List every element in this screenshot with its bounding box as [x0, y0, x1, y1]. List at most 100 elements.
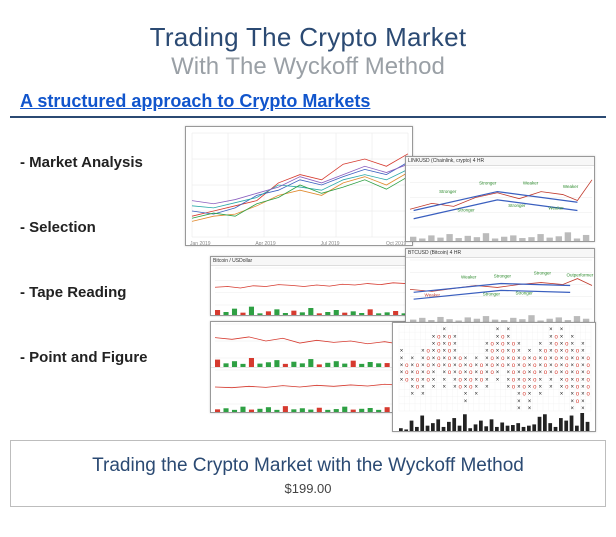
svg-text:×: ×	[485, 385, 489, 391]
svg-text:×: ×	[485, 370, 489, 376]
svg-text:×: ×	[506, 327, 510, 333]
svg-text:×: ×	[570, 356, 574, 362]
svg-text:×: ×	[581, 406, 585, 412]
svg-text:×: ×	[506, 370, 510, 376]
svg-text:×: ×	[400, 349, 404, 355]
svg-text:×: ×	[453, 385, 457, 391]
svg-text:×: ×	[560, 363, 564, 369]
svg-text:×: ×	[442, 327, 446, 333]
svg-text:×: ×	[410, 392, 414, 398]
svg-text:×: ×	[528, 399, 532, 405]
svg-text:Jul 2019: Jul 2019	[321, 241, 340, 246]
svg-text:×: ×	[581, 363, 585, 369]
svg-text:×: ×	[581, 370, 585, 376]
svg-text:×: ×	[506, 356, 510, 362]
svg-text:×: ×	[506, 349, 510, 355]
svg-text:×: ×	[538, 356, 542, 362]
svg-text:×: ×	[453, 349, 457, 355]
svg-text:×: ×	[496, 377, 500, 383]
svg-text:Weaker: Weaker	[461, 275, 477, 280]
svg-text:×: ×	[464, 356, 468, 362]
svg-text:×: ×	[432, 356, 436, 362]
svg-text:Weaker: Weaker	[548, 205, 564, 210]
svg-text:Stronger: Stronger	[479, 181, 497, 186]
svg-text:×: ×	[517, 363, 521, 369]
svg-text:×: ×	[442, 356, 446, 362]
bullet-list: - Market Analysis - Selection - Tape Rea…	[20, 154, 148, 366]
svg-text:×: ×	[549, 385, 553, 391]
svg-text:×: ×	[421, 363, 425, 369]
svg-text:×: ×	[421, 385, 425, 391]
svg-text:×: ×	[400, 363, 404, 369]
chart-title-btc: BTCUSD (Bitcoin) 4 HR	[406, 249, 594, 258]
svg-text:×: ×	[528, 349, 532, 355]
svg-text:×: ×	[517, 399, 521, 405]
svg-text:×: ×	[464, 385, 468, 391]
svg-text:×: ×	[432, 334, 436, 340]
svg-text:×: ×	[506, 342, 510, 348]
svg-text:Weaker: Weaker	[563, 184, 579, 189]
bullet-point-figure: - Point and Figure	[20, 349, 148, 366]
svg-text:Stronger: Stronger	[534, 271, 552, 276]
svg-text:×: ×	[496, 349, 500, 355]
svg-text:×: ×	[581, 399, 585, 405]
chart-point-and-figure: ×××××ooo××××××oooo×××××××ooooo××××××××oo…	[392, 322, 596, 432]
svg-text:×: ×	[453, 356, 457, 362]
product-price: $199.00	[19, 481, 597, 496]
svg-text:×: ×	[570, 370, 574, 376]
svg-text:×: ×	[528, 392, 532, 398]
svg-text:×: ×	[421, 377, 425, 383]
chart-annotated-btc: BTCUSD (Bitcoin) 4 HR Weaker Weaker Stronge…	[405, 248, 595, 324]
svg-text:×: ×	[560, 392, 564, 398]
svg-text:×: ×	[485, 377, 489, 383]
svg-text:×: ×	[453, 342, 457, 348]
svg-text:×: ×	[581, 356, 585, 362]
bullet-market-analysis: - Market Analysis	[20, 154, 148, 171]
svg-text:×: ×	[400, 356, 404, 362]
chart-title-link: LINKUSD (Chainlink, crypto) 4 HR	[406, 157, 594, 166]
svg-text:×: ×	[538, 349, 542, 355]
svg-text:×: ×	[517, 377, 521, 383]
svg-text:×: ×	[549, 370, 553, 376]
svg-text:×: ×	[560, 349, 564, 355]
svg-text:×: ×	[453, 334, 457, 340]
svg-text:×: ×	[464, 370, 468, 376]
svg-text:×: ×	[581, 392, 585, 398]
svg-text:×: ×	[506, 385, 510, 391]
svg-text:×: ×	[581, 385, 585, 391]
svg-text:×: ×	[474, 370, 478, 376]
svg-text:×: ×	[538, 370, 542, 376]
svg-text:×: ×	[570, 334, 574, 340]
svg-text:×: ×	[474, 356, 478, 362]
svg-text:×: ×	[432, 370, 436, 376]
svg-text:×: ×	[560, 334, 564, 340]
svg-text:×: ×	[421, 356, 425, 362]
svg-text:×: ×	[538, 385, 542, 391]
svg-text:Weaker: Weaker	[425, 292, 441, 297]
svg-text:×: ×	[538, 377, 542, 383]
svg-text:×: ×	[464, 363, 468, 369]
svg-text:×: ×	[581, 349, 585, 355]
svg-text:×: ×	[528, 377, 532, 383]
bullet-selection: - Selection	[20, 219, 148, 236]
svg-text:×: ×	[442, 377, 446, 383]
svg-text:×: ×	[421, 370, 425, 376]
svg-text:×: ×	[528, 363, 532, 369]
svg-text:×: ×	[517, 349, 521, 355]
svg-text:×: ×	[549, 342, 553, 348]
svg-text:×: ×	[506, 334, 510, 340]
svg-text:×: ×	[570, 349, 574, 355]
svg-text:×: ×	[410, 356, 414, 362]
svg-text:×: ×	[442, 342, 446, 348]
svg-text:×: ×	[528, 370, 532, 376]
svg-text:×: ×	[474, 377, 478, 383]
content-area: - Market Analysis - Selection - Tape Rea…	[10, 126, 606, 436]
svg-text:×: ×	[496, 334, 500, 340]
svg-text:Oct 2019: Oct 2019	[386, 241, 407, 246]
svg-text:×: ×	[528, 385, 532, 391]
svg-text:×: ×	[485, 342, 489, 348]
title-sub: With The Wyckoff Method	[10, 53, 606, 81]
svg-text:×: ×	[570, 363, 574, 369]
svg-text:×: ×	[506, 363, 510, 369]
svg-text:×: ×	[464, 399, 468, 405]
